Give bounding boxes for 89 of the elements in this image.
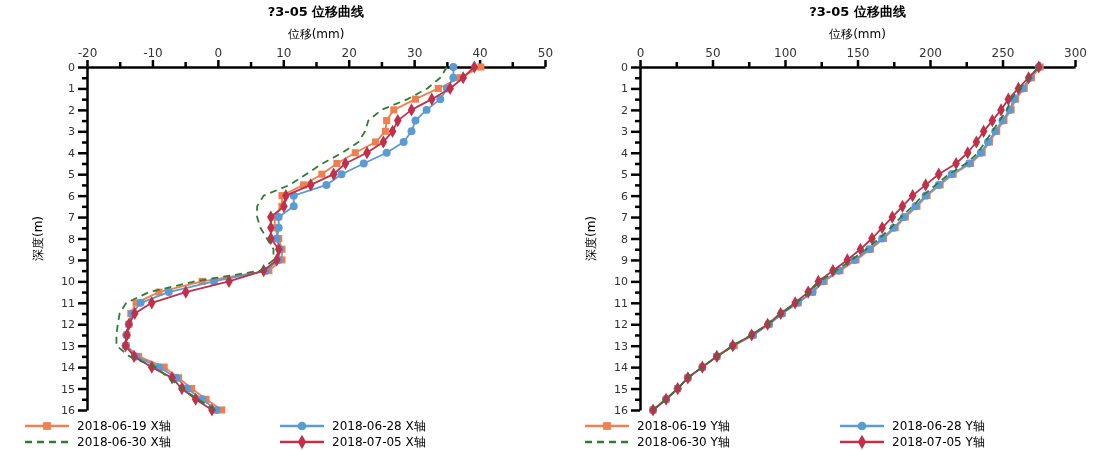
x-tick-label: 150 [846,46,870,60]
legend-label: 2018-06-19 Y轴 [637,419,730,433]
x-tick-label: 40 [472,46,488,60]
y-tick-label: 11 [614,296,628,310]
y-tick-label: 4 [68,146,75,160]
legend-label: 2018-06-19 X轴 [77,419,171,433]
y-tick-label: 3 [621,125,628,139]
x-tick-label: 50 [705,46,721,60]
y-tick-label: 13 [614,339,628,353]
point [333,159,341,167]
x-tick-label: 300 [1064,46,1087,60]
x-tick-label: 0 [214,46,223,60]
point [372,138,380,146]
y-tick-label: 12 [614,318,628,332]
x-tick-label: 30 [407,46,423,60]
x-axis-title: 位移(mm) [829,27,886,41]
y-tick-label: 14 [614,361,628,375]
y-tick-label: 0 [68,61,75,75]
chart-title: ?3-05 位移曲线 [267,4,365,19]
x-tick-label: -20 [77,46,98,60]
point [383,117,391,125]
y-tick-label: 11 [61,296,75,310]
x-tick-label: 100 [774,46,797,60]
x-tick-label: 10 [276,46,292,60]
y-tick-label: 3 [68,125,75,139]
point [399,138,408,147]
point [359,159,368,168]
point [322,180,331,189]
x-tick-label: 20 [341,46,357,60]
point [381,127,389,135]
point [422,105,431,114]
point [136,298,145,307]
legend-label: 2018-07-05 Y轴 [892,435,985,449]
legend-label: 2018-06-28 X轴 [332,419,426,433]
y-tick-label: 16 [61,404,75,418]
y-axis-title: 深度(m) [31,215,45,262]
y-tick-label: 16 [614,404,628,418]
y-tick-label: 7 [621,211,628,225]
y-tick-label: 5 [68,168,75,182]
y-tick-label: 14 [61,361,75,375]
x-tick-label: 200 [919,46,942,60]
y-tick-label: 7 [68,211,75,225]
y-tick-label: 1 [621,82,628,96]
y-tick-label: 12 [61,318,75,332]
y-tick-label: 9 [68,253,75,267]
point [411,116,420,125]
x-tick-label: 0 [636,46,645,60]
point [449,73,458,82]
legend-label: 2018-06-30 X轴 [77,435,171,449]
point [390,106,398,114]
point [274,213,283,222]
point [434,84,442,92]
y-tick-label: 6 [68,189,75,203]
y-tick-label: 8 [68,232,75,246]
x-tick-label: -10 [143,46,163,60]
y-tick-label: 15 [61,382,75,396]
point [449,63,458,71]
point [318,170,326,178]
y-tick-label: 8 [621,232,628,246]
y-tick-label: 1 [68,82,75,96]
legend-label: 2018-06-28 Y轴 [892,419,985,433]
y-tick-label: 15 [614,382,628,396]
y-tick-label: 10 [614,275,628,289]
legend-label: 2018-06-30 Y轴 [637,435,730,449]
y-tick-label: 10 [61,275,75,289]
point [164,288,173,297]
point [436,95,445,104]
y-tick-label: 2 [621,103,628,117]
point [289,202,298,211]
point [411,95,419,103]
y-tick-label: 2 [68,103,75,117]
x-axis-title: 位移(mm) [287,27,345,41]
chart-title: ?3-05 位移曲线 [809,4,906,19]
point [351,149,359,157]
legend-label: 2018-07-05 X轴 [332,435,426,449]
point [337,170,346,179]
y-tick-label: 5 [621,168,628,182]
y-tick-label: 6 [621,189,628,203]
y-tick-label: 13 [61,339,75,353]
y-axis-title: 深度(m) [584,215,598,262]
x-tick-label: 250 [991,46,1015,60]
point [477,63,485,71]
point [382,148,391,157]
y-tick-label: 9 [621,253,628,267]
y-tick-label: 0 [621,61,628,75]
x-tick-label: 50 [537,46,554,60]
point [274,223,283,232]
y-tick-label: 4 [621,146,628,160]
point [407,127,416,136]
